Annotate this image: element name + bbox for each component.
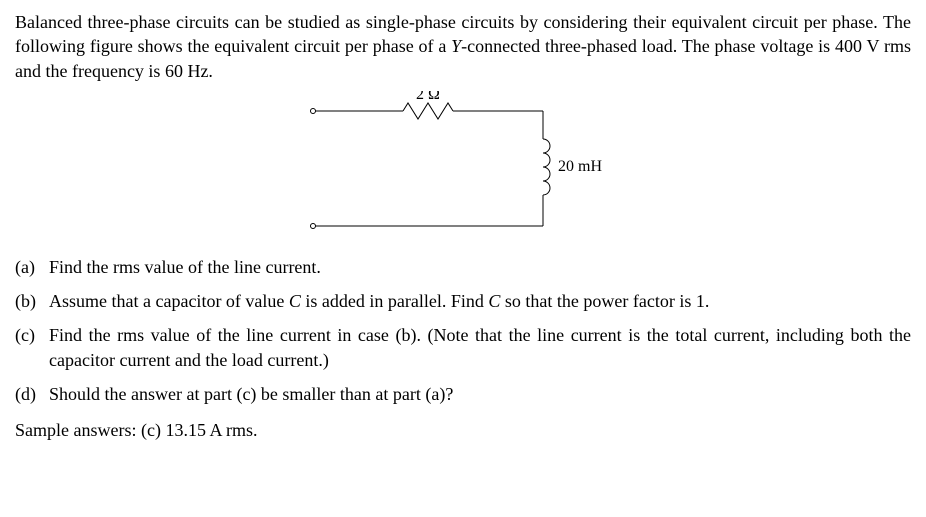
inductor-label: 20 mH [558,158,602,175]
resistor-icon [403,103,453,119]
item-text-d: Should the answer at part (c) be smaller… [49,382,911,406]
inductor-icon [543,139,550,195]
item-label-b: (b) [15,289,49,313]
item-c: (c) Find the rms value of the line curre… [15,323,911,372]
terminal-bottom-icon [311,223,316,228]
item-b-c1: C [289,291,301,311]
resistor-label: 2 Ω [416,91,440,103]
item-text-b: Assume that a capacitor of value C is ad… [49,289,911,313]
item-b-post: so that the power factor is 1. [500,291,709,311]
item-text-c: Find the rms value of the line current i… [49,323,911,372]
sample-answers: Sample answers: (c) 13.15 A rms. [15,418,911,442]
circuit-figure: 2 Ω 20 mH [15,91,911,241]
item-b: (b) Assume that a capacitor of value C i… [15,289,911,313]
terminal-top-icon [311,108,316,113]
item-a: (a) Find the rms value of the line curre… [15,255,911,279]
item-d: (d) Should the answer at part (c) be sma… [15,382,911,406]
intro-paragraph: Balanced three-phase circuits can be stu… [15,10,911,83]
item-b-c2: C [488,291,500,311]
item-b-mid: is added in parallel. Find [301,291,488,311]
item-label-a: (a) [15,255,49,279]
circuit-svg: 2 Ω 20 mH [293,91,633,241]
item-label-c: (c) [15,323,49,372]
intro-italic-y: Y [451,36,461,56]
question-list: (a) Find the rms value of the line curre… [15,255,911,406]
item-label-d: (d) [15,382,49,406]
item-text-a: Find the rms value of the line current. [49,255,911,279]
item-b-pre: Assume that a capacitor of value [49,291,289,311]
